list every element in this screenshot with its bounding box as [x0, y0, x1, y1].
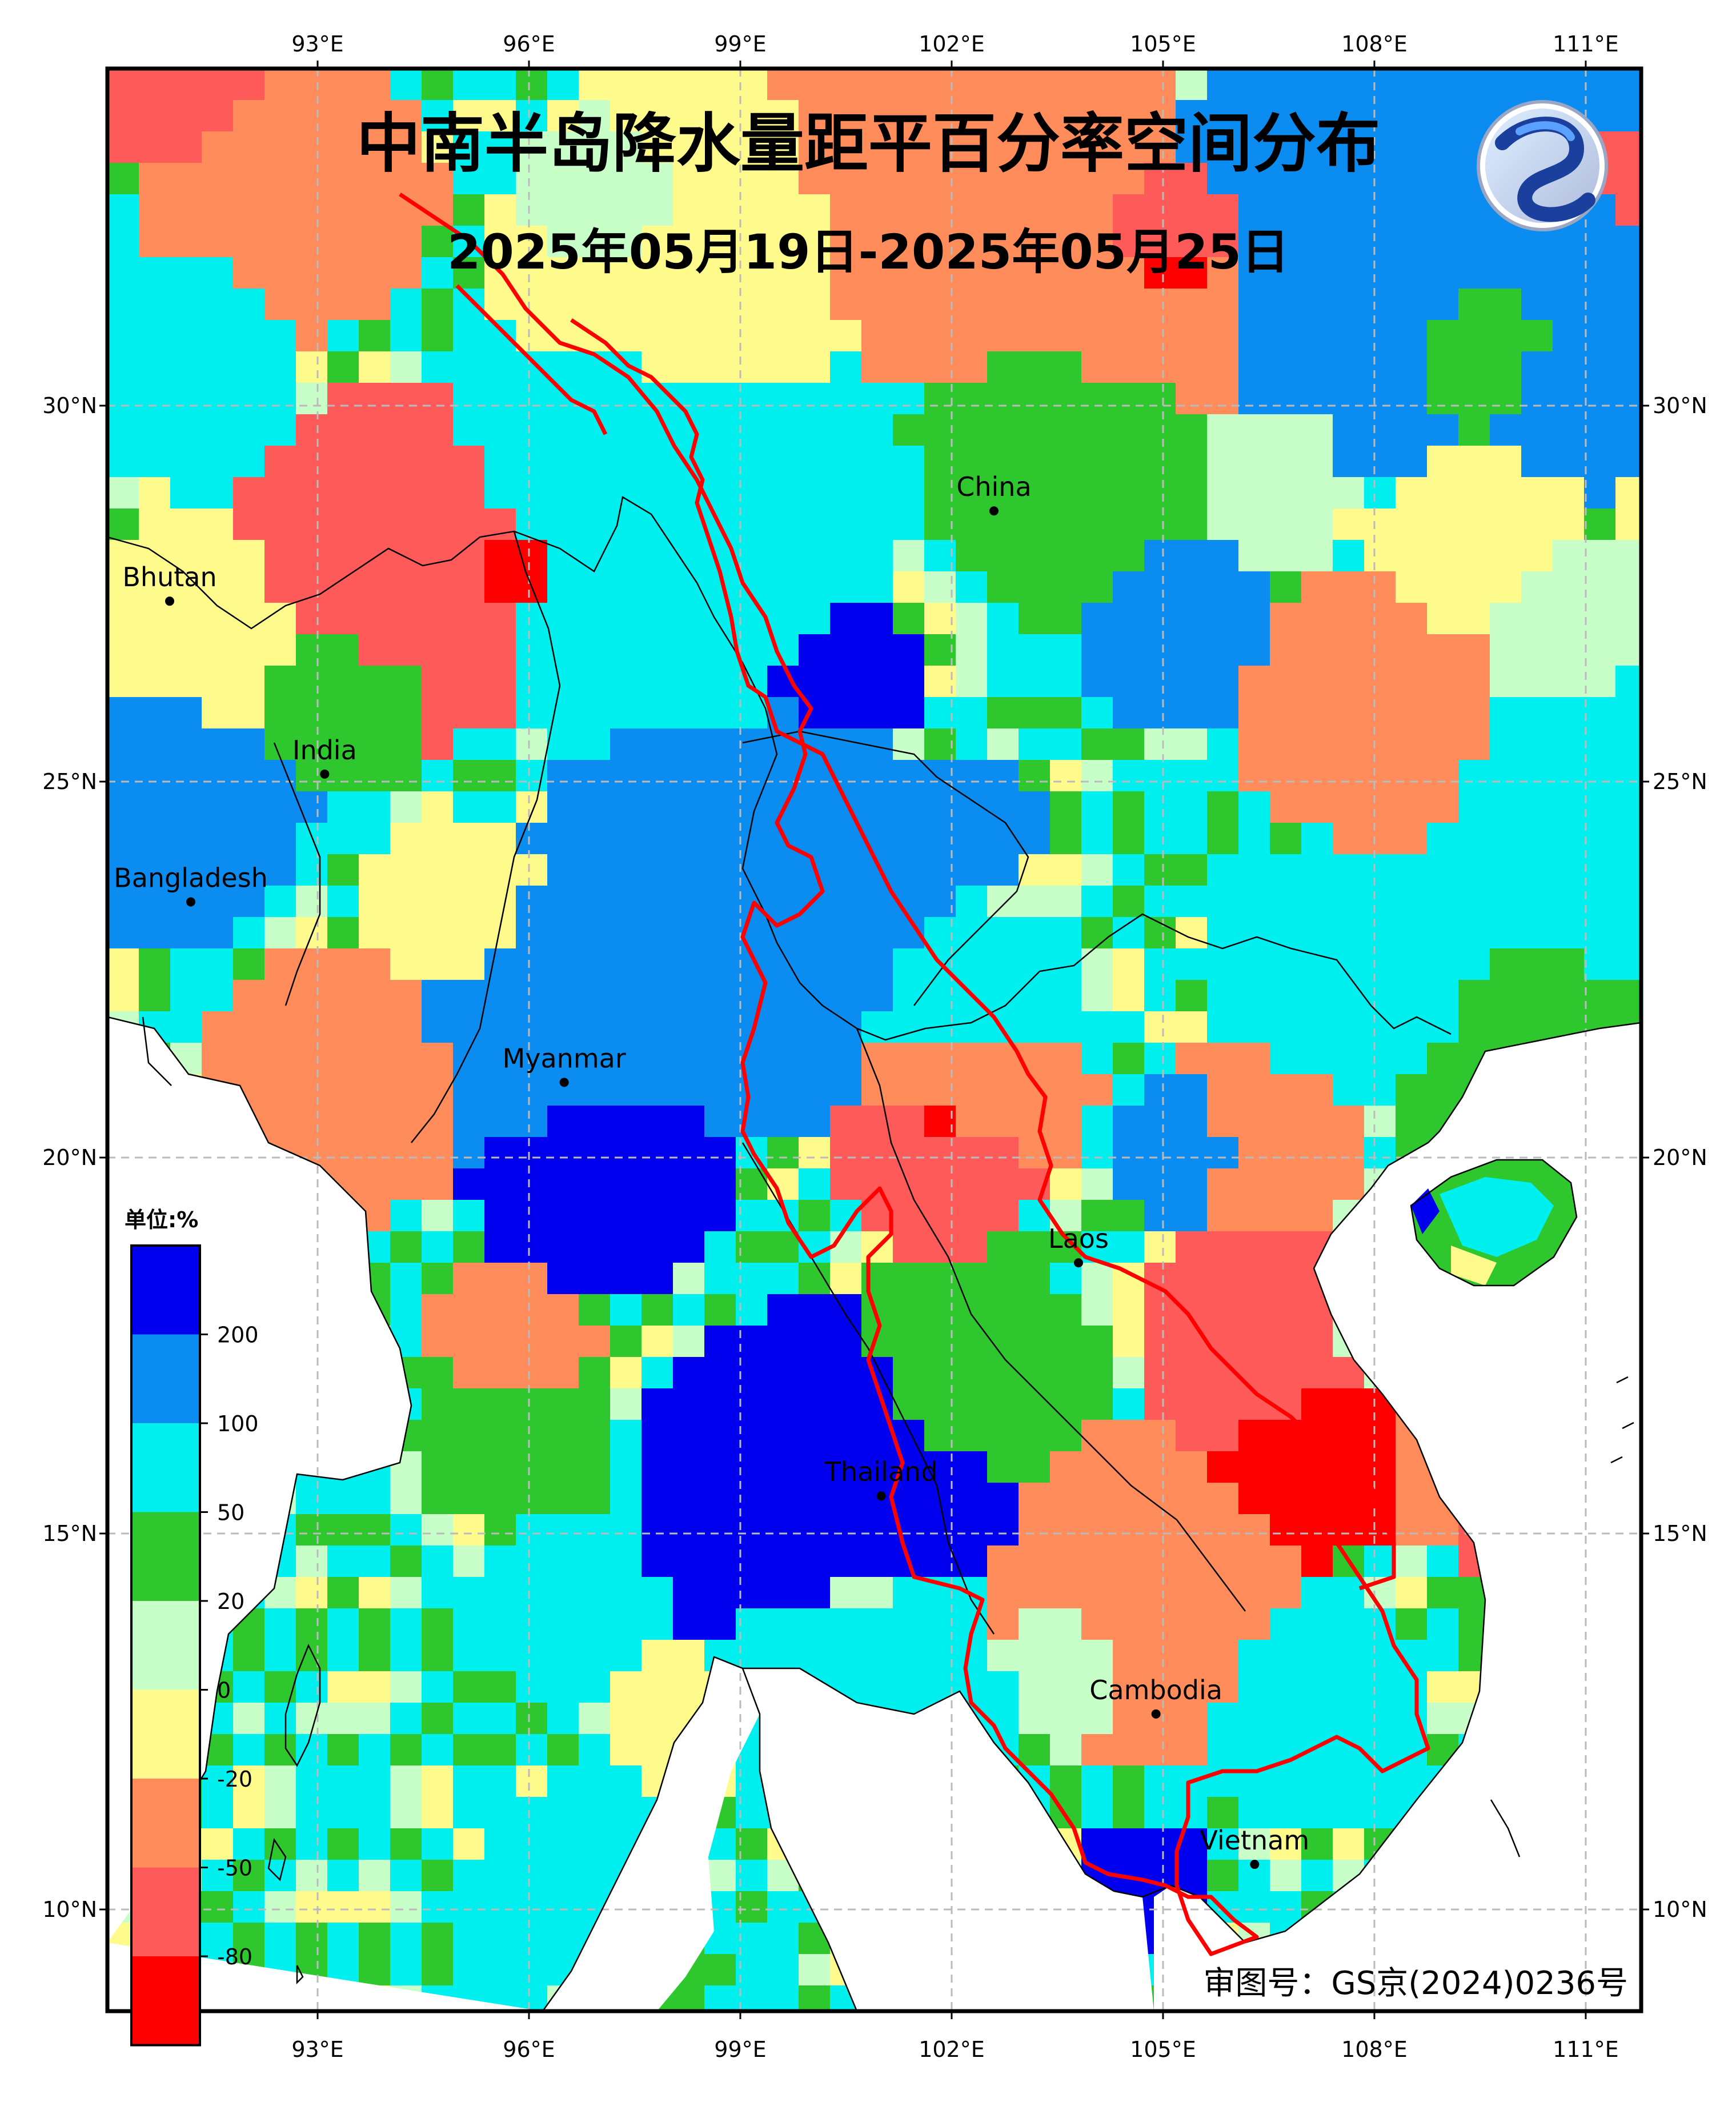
lat-tick-label: 10°N: [42, 1897, 97, 1922]
legend-label: 0: [217, 1678, 231, 1703]
legend-swatch: [131, 1423, 200, 1512]
lon-tick-label: 93°E: [291, 31, 343, 57]
place-marker: [165, 596, 175, 606]
place-marker: [989, 506, 999, 516]
legend-label: -50: [217, 1856, 252, 1881]
place-marker: [1073, 1258, 1083, 1268]
lon-tick-label: 108°E: [1341, 31, 1408, 57]
lon-tick-label: 108°E: [1341, 2037, 1408, 2062]
place-name: Vietnam: [1200, 1825, 1309, 1856]
lon-tick-label: 111°E: [1553, 2037, 1619, 2062]
place-marker: [186, 897, 196, 907]
lon-tick-label: 105°E: [1130, 31, 1196, 57]
place-marker: [1250, 1860, 1260, 1869]
place-name: Laos: [1048, 1223, 1109, 1254]
legend-swatch: [131, 1246, 200, 1335]
place-labels: China Bhutan India Bangladesh Myanmar Laos Tha…: [114, 471, 1309, 1869]
lat-tick-label: 30°N: [42, 393, 97, 418]
lat-tick-label: 25°N: [1653, 769, 1707, 794]
place-marker: [559, 1078, 569, 1087]
legend-swatch: [131, 1867, 200, 1956]
axis-labels: 93°E 93°E 96°E 96°E 99°E 99°E 102°E 102°E 105°E 1…: [42, 31, 1707, 2062]
islands: [267, 1643, 321, 1985]
place-name: Cambodia: [1089, 1675, 1222, 1705]
legend-swatch: [131, 1601, 200, 1690]
lat-tick-label: 20°N: [1653, 1145, 1707, 1170]
lat-tick-label: 15°N: [42, 1521, 97, 1546]
place-marker: [320, 769, 330, 779]
legend-swatch: [131, 1689, 200, 1779]
legend-swatch: [131, 1512, 200, 1601]
agency-logo-icon: [1477, 100, 1608, 231]
legend-swatch: [131, 1334, 200, 1423]
place-name: Thailand: [824, 1456, 938, 1487]
place-marker: [876, 1491, 886, 1501]
lat-lon-grid: [107, 69, 1641, 2011]
legend-unit: 单位:%: [125, 1207, 198, 1232]
hainan-island: [1411, 1160, 1577, 1286]
legend-swatch: [131, 1956, 200, 2045]
legend-label: -20: [217, 1767, 252, 1792]
lon-tick-label: 96°E: [503, 31, 555, 57]
lon-tick-label: 105°E: [1130, 2037, 1196, 2062]
lon-tick-label: 102°E: [919, 2037, 985, 2062]
review-number: 审图号：GS京(2024)0236号: [1203, 1965, 1628, 2002]
lat-tick-label: 30°N: [1653, 393, 1707, 418]
lon-tick-label: 111°E: [1553, 31, 1619, 57]
lat-tick-label: 20°N: [42, 1145, 97, 1170]
place-name: Bhutan: [122, 562, 217, 592]
mekong-basin-boundary: [399, 193, 1430, 1956]
lon-tick-label: 99°E: [714, 31, 766, 57]
legend-label: 200: [217, 1323, 259, 1348]
lon-tick-label: 96°E: [503, 2037, 555, 2062]
place-name: Myanmar: [503, 1043, 626, 1074]
map-frame: [105, 66, 1643, 2013]
lat-tick-label: 15°N: [1653, 1521, 1707, 1546]
lat-tick-label: 25°N: [42, 769, 97, 794]
place-name: India: [292, 735, 357, 766]
place-name: Bangladesh: [114, 863, 268, 894]
place-marker: [1151, 1709, 1161, 1719]
lat-tick-label: 10°N: [1653, 1897, 1707, 1922]
lon-tick-label: 102°E: [919, 31, 985, 57]
legend-label: 100: [217, 1411, 259, 1436]
lon-tick-label: 99°E: [714, 2037, 766, 2062]
legend-label: 20: [217, 1589, 244, 1614]
legend-frame: [130, 1244, 201, 2047]
place-name: China: [956, 471, 1031, 502]
map-title: 中南半岛降水量距平百分率空间分布: [356, 107, 1380, 181]
coastlines: [107, 496, 1641, 2011]
map-subtitle: 2025年05月19日-2025年05月25日: [447, 224, 1289, 280]
lon-tick-label: 93°E: [291, 2037, 343, 2062]
legend-label: 50: [217, 1500, 244, 1526]
legend-swatch: [131, 1779, 200, 1868]
legend-label: -80: [217, 1944, 252, 1969]
